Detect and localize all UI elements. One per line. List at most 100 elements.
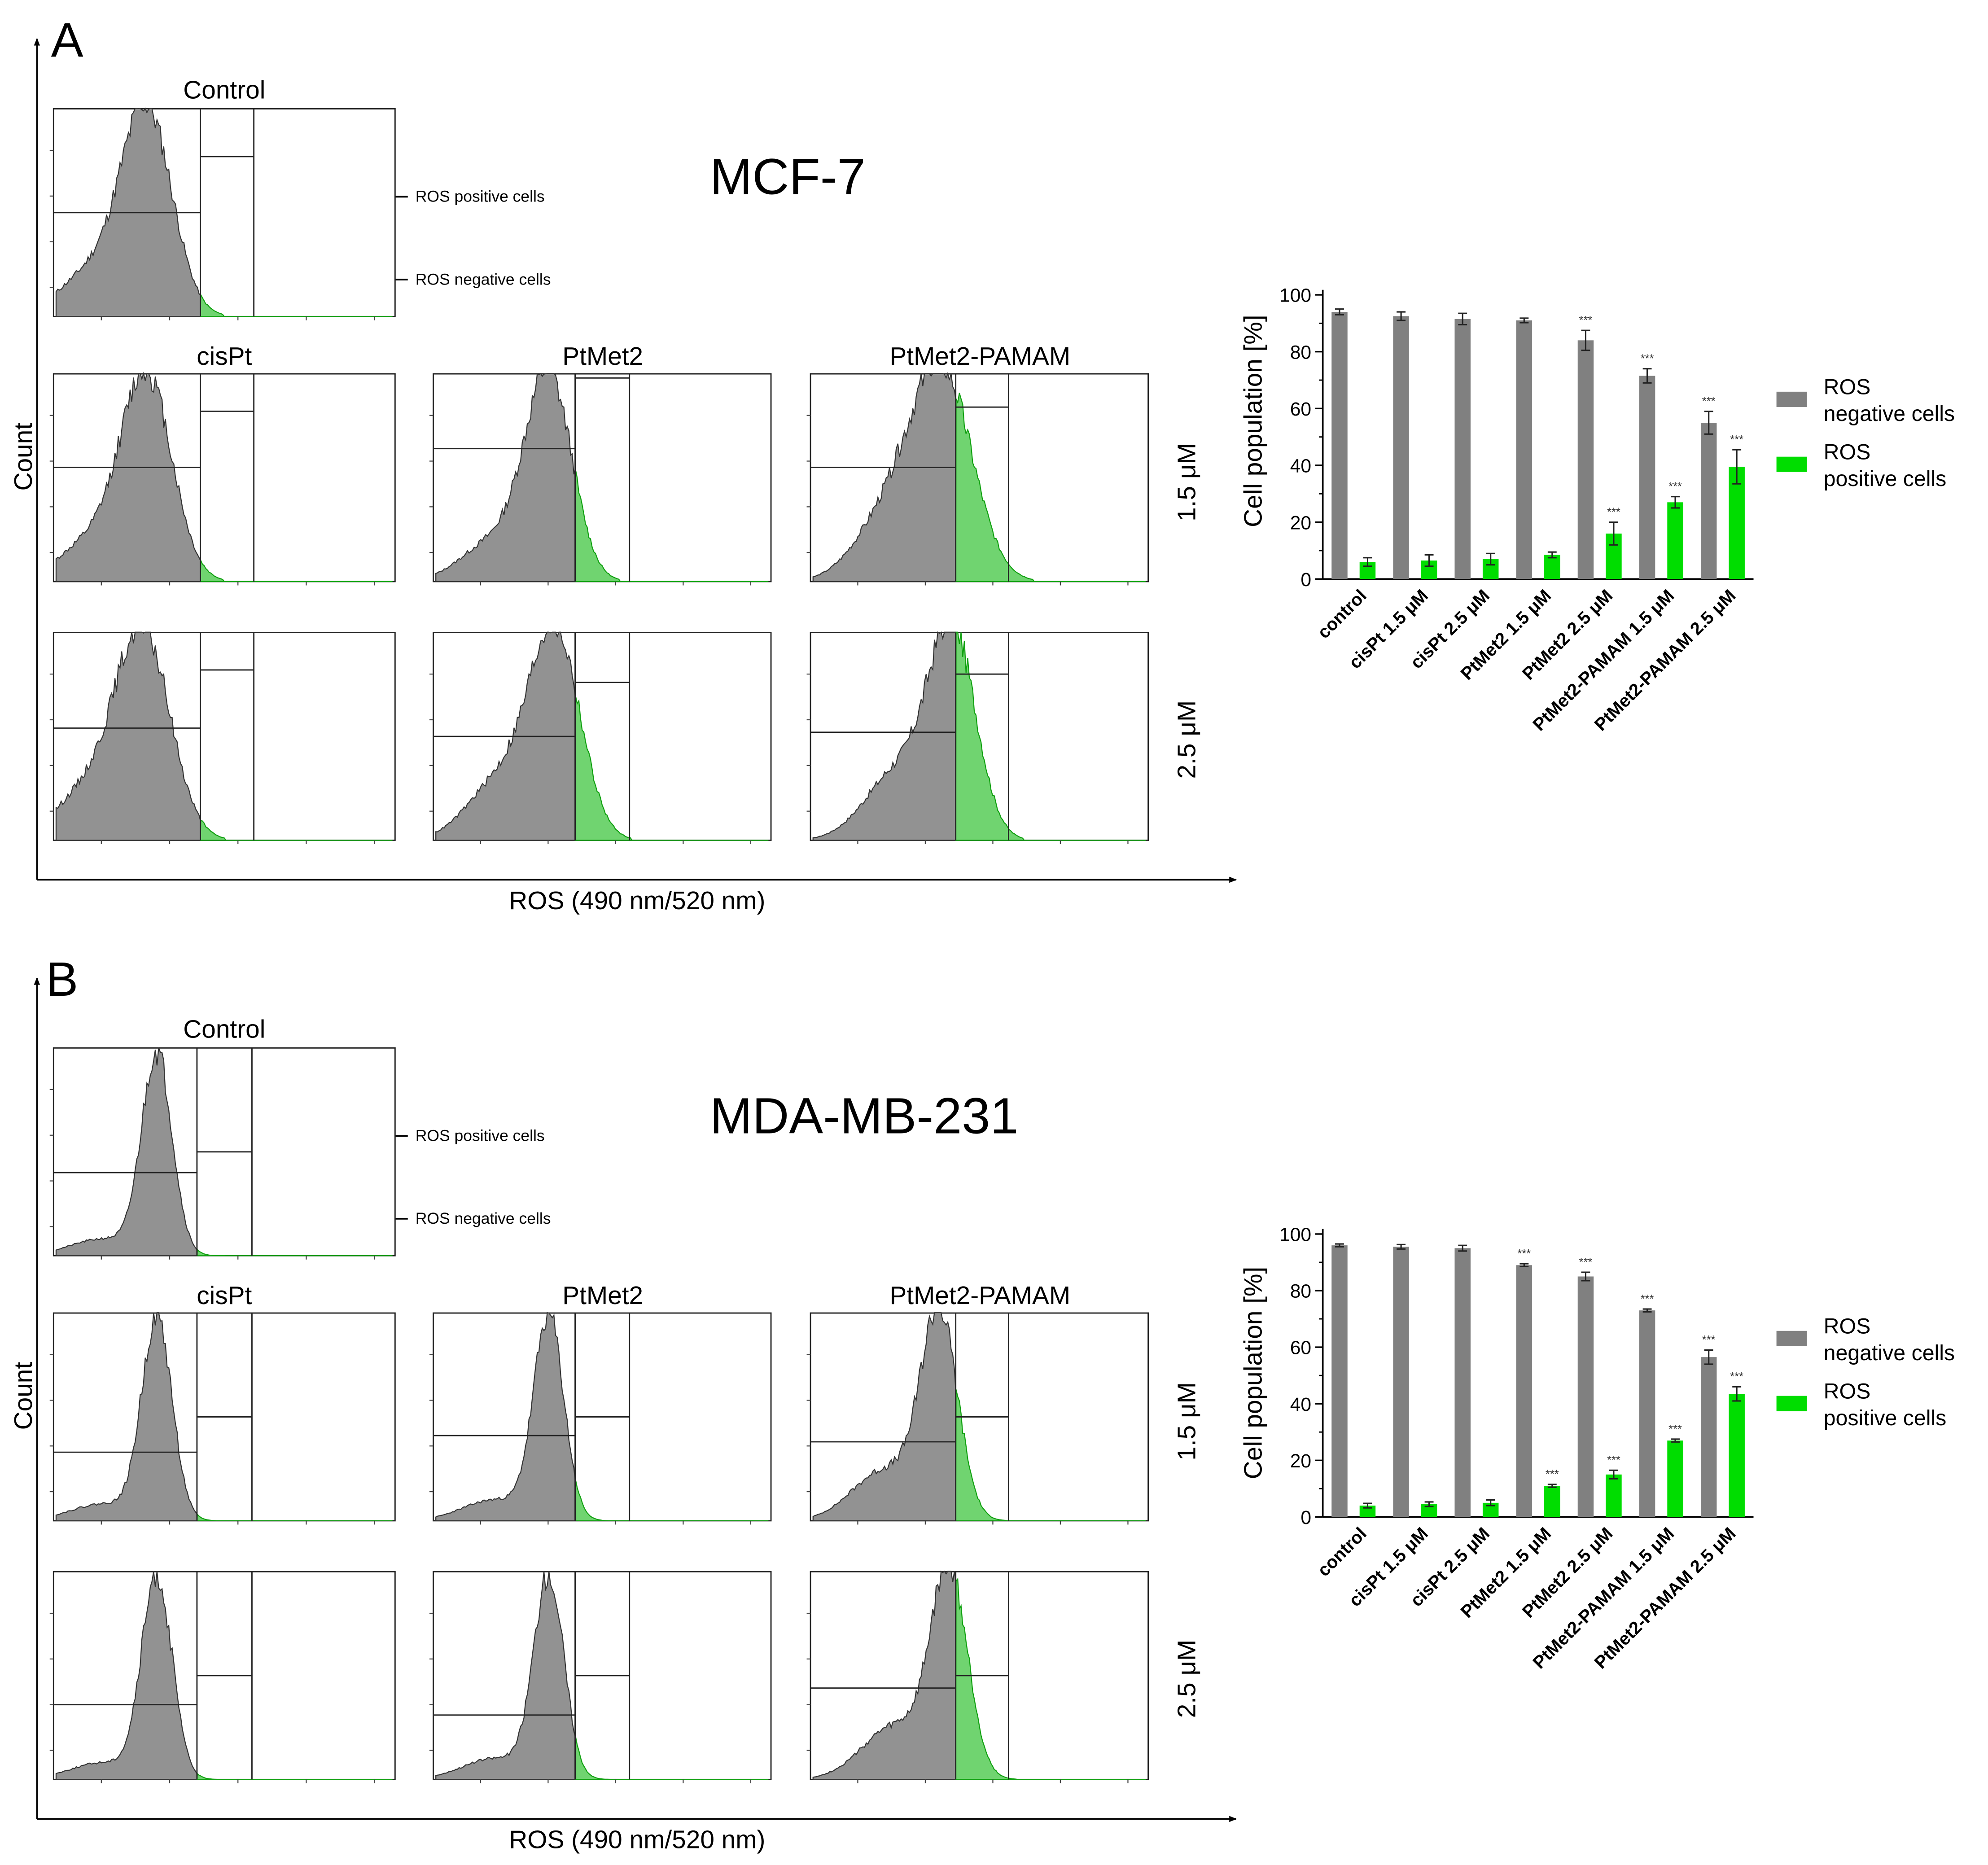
concentration-label-2-5: 2.5 μM [1173,700,1201,779]
legend-label: positive cells [1824,1406,1947,1430]
legend-swatch [1776,456,1807,472]
y-tick-label: 0 [1301,1507,1311,1528]
bar [1700,1357,1717,1517]
x-axis-label: ROS (490 nm/520 nm) [509,887,765,915]
negative-population [55,631,201,841]
flow-histogram [429,372,772,586]
flow-histogram [49,631,396,844]
legend-label: negative cells [1824,1341,1955,1365]
legend-label: ROS [1824,1379,1871,1403]
annotation-negative: ROS negative cells [416,1209,551,1227]
histograms-a [49,107,1149,844]
control-label: Control [183,76,265,105]
significance-mark: *** [1641,1293,1654,1305]
bar [1516,320,1533,579]
legend-swatch [1776,391,1807,407]
y-axis-title: Cell population [%] [1239,1267,1267,1479]
bar [1639,376,1655,579]
significance-mark: *** [1579,1256,1593,1269]
flow-histogram [49,1312,396,1525]
significance-mark: *** [1668,1423,1682,1436]
panel-letter: A [51,13,83,67]
flow-histogram [49,371,396,586]
cell-line-title: MCF-7 [710,149,866,206]
bar [1544,1486,1560,1517]
positive-population [955,1389,1146,1522]
y-tick-label: 100 [1279,285,1311,306]
significance-mark: *** [1702,1334,1716,1346]
significance-mark: *** [1668,480,1682,493]
bar [1729,1394,1745,1517]
bar [1544,555,1560,579]
bar [1454,1248,1471,1517]
positive-population [955,393,1146,582]
bar [1700,423,1717,579]
flow-histogram [49,1571,396,1783]
significance-mark: *** [1730,433,1743,446]
concentration-label-2-5: 2.5 μM [1173,1640,1201,1718]
x-axis-label: ROS (490 nm/520 nm) [509,1826,765,1854]
significance-mark: *** [1517,1248,1531,1260]
legend-label: ROS [1824,440,1871,464]
annotation-negative: ROS negative cells [416,270,551,288]
negative-population [812,1570,956,1780]
bar [1516,1265,1533,1517]
positive-population [574,696,769,841]
y-tick-label: 20 [1290,512,1311,534]
flow-histogram [429,631,772,844]
y-tick-label: 80 [1290,1281,1311,1302]
panel-b: B MDA-MB-231 Count ROS (490 nm/520 nm) C… [9,952,1955,1854]
bar [1667,502,1683,579]
y-tick-label: 40 [1290,455,1311,477]
legend-swatch [1776,1396,1807,1411]
treatment-label-ptmet2: PtMet2 [562,342,643,371]
negative-population [812,631,956,841]
positive-population [955,1577,1146,1780]
treatment-label-ptmet2-pamam: PtMet2-PAMAM [889,342,1070,371]
flow-histogram [49,1047,396,1260]
count-label: Count [9,1362,38,1430]
significance-mark: *** [1730,1370,1743,1383]
bar [1729,467,1745,579]
bar [1393,316,1409,579]
positive-population [955,631,1146,841]
y-tick-label: 20 [1290,1450,1311,1472]
flow-histogram [49,107,396,320]
negative-population [55,1571,198,1780]
annotation-positive: ROS positive cells [416,188,545,206]
bar [1331,1245,1348,1517]
legend-swatch [1776,1331,1807,1346]
bar [1667,1440,1683,1517]
significance-mark: *** [1641,352,1654,365]
positive-population [200,560,393,582]
significance-mark: *** [1607,1454,1620,1467]
flow-histogram [806,372,1149,586]
treatment-label-ptmet2-pamam: PtMet2-PAMAM [889,1282,1070,1310]
bar [1639,1310,1655,1517]
legend-label: ROS [1824,375,1871,399]
flow-histogram [806,1312,1149,1525]
treatment-label-ptmet2: PtMet2 [562,1282,643,1310]
control-label: Control [183,1016,265,1044]
bar [1577,340,1594,579]
treatment-label-cispt: cisPt [197,1282,252,1310]
legend-label: positive cells [1824,467,1947,491]
bar [1331,312,1348,579]
cell-line-title: MDA-MB-231 [710,1088,1019,1145]
bar [1454,319,1471,579]
treatment-label-cispt: cisPt [197,342,252,371]
negative-population [55,1047,198,1256]
positive-population [196,1248,393,1256]
positive-population [200,819,393,841]
y-tick-label: 100 [1279,1224,1311,1246]
legend-label: ROS [1824,1314,1871,1338]
significance-mark: *** [1579,314,1593,327]
bar [1393,1247,1409,1517]
concentration-label-1-5: 1.5 μM [1173,1382,1201,1461]
significance-mark: *** [1546,1468,1559,1481]
y-tick-label: 60 [1290,1337,1311,1359]
concentration-label-1-5: 1.5 μM [1173,443,1201,521]
negative-population [55,1312,198,1522]
panel-letter: B [46,952,78,1006]
negative-population [435,372,576,582]
